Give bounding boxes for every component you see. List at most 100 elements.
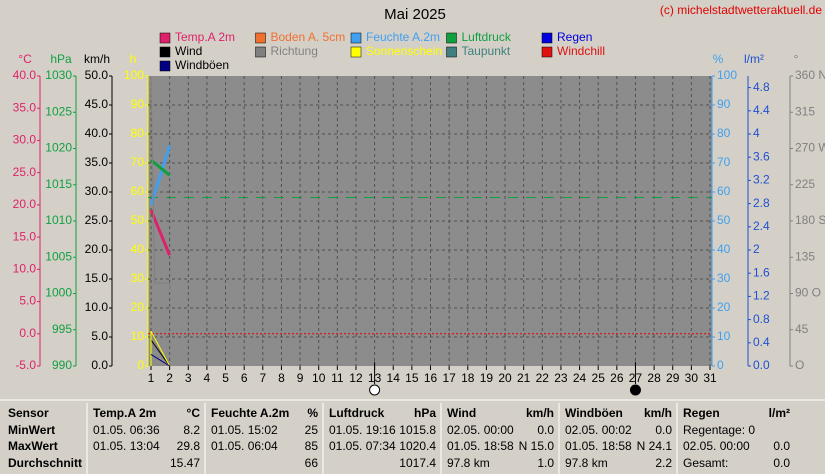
y-tick-label: 0: [717, 358, 724, 372]
section-title: Windböen: [565, 406, 623, 420]
x-tick-label: 19: [480, 371, 494, 385]
row-label: MinWert: [8, 423, 55, 437]
x-tick-label: 9: [297, 371, 304, 385]
moon: [629, 384, 641, 396]
x-tick-label: 18: [461, 371, 475, 385]
x-tick-label: 30: [685, 371, 699, 385]
y-tick-label: 40: [717, 242, 731, 256]
series-line: [150, 75, 171, 290]
x-tick-label: 20: [498, 371, 512, 385]
credit: (c) michelstadtwetteraktuell.de: [660, 3, 822, 17]
y-tick-label: 225: [795, 177, 815, 191]
y-tick-label: 0: [137, 358, 144, 372]
y-tick-label: -5.0: [15, 358, 36, 372]
y-tick-label: 45.0: [85, 97, 109, 111]
cell-value: 15.47: [170, 456, 200, 470]
legend-label: Taupunkt: [462, 44, 511, 58]
x-tick-label: 17: [442, 371, 456, 385]
y-tick-label: 10.0: [85, 300, 109, 314]
y-tick-label: 30.0: [85, 184, 109, 198]
y-tick-label: 50: [131, 213, 145, 227]
y-tick-label: 5.0: [19, 294, 36, 308]
moon: [369, 384, 381, 396]
section-unit: hPa: [414, 406, 436, 420]
axis-unit: %: [713, 52, 724, 66]
legend-label: Boden A. 5cm: [271, 30, 346, 44]
legend-label: Richtung: [271, 44, 318, 58]
cell-value: 1015.8: [399, 423, 436, 437]
series-line: [150, 339, 171, 367]
legend-label: Temp.A 2m: [175, 30, 235, 44]
y-tick-label: 40.0: [85, 126, 109, 140]
cell-value: 1020.4: [399, 439, 436, 453]
y-tick-label: 15.0: [85, 271, 109, 285]
section-title: Luftdruck: [329, 406, 385, 420]
x-tick-label: 6: [241, 371, 248, 385]
y-tick-label: 315: [795, 104, 815, 118]
section-unit: km/h: [526, 406, 554, 420]
cell-time: 01.05. 18:58: [565, 439, 632, 453]
cell-time: 01.05. 06:36: [93, 423, 160, 437]
axis-unit: l/m²: [744, 52, 764, 66]
y-tick-label: 0.0: [753, 358, 770, 372]
axis-unit: h: [130, 52, 137, 66]
x-tick-label: 5: [222, 371, 229, 385]
y-tick-label: 0.8: [753, 312, 770, 326]
axis-unit: km/h: [84, 52, 110, 66]
x-tick-label: 26: [610, 371, 624, 385]
y-tick-label: 30: [717, 271, 731, 285]
y-tick-label: 50.0: [85, 68, 109, 82]
x-tick-label: 24: [573, 371, 587, 385]
y-tick-label: 90: [131, 97, 145, 111]
legend-label: Regen: [557, 30, 592, 44]
y-tick-label: 35.0: [85, 155, 109, 169]
y-tick-label: 0.4: [753, 335, 770, 349]
legend-swatch: [350, 32, 362, 44]
x-tick-label: 8: [278, 371, 285, 385]
cell-time: 01.05. 13:04: [93, 439, 160, 453]
y-tick-label: 25.0: [13, 165, 37, 179]
y-tick-label: 270 W: [795, 141, 825, 155]
axis-unit: °C: [18, 52, 32, 66]
y-tick-label: 1005: [45, 249, 72, 263]
section-unit: l/m²: [769, 406, 790, 420]
x-tick-label: 14: [387, 371, 401, 385]
y-tick-label: 180 S: [795, 213, 825, 227]
cell-value: 0.0: [537, 423, 554, 437]
y-tick-label: 10: [717, 329, 731, 343]
y-tick-label: 20: [717, 300, 731, 314]
y-tick-label: 1030: [45, 68, 72, 82]
y-tick-label: 5.0: [91, 329, 108, 343]
y-tick-label: 990: [52, 358, 72, 372]
x-tick-label: 21: [517, 371, 531, 385]
series-line: [150, 158, 171, 177]
y-tick-label: 90: [717, 97, 731, 111]
y-tick-label: 360 N: [795, 68, 825, 82]
y-tick-label: 100: [717, 68, 737, 82]
x-tick-label: 4: [204, 371, 211, 385]
legend-label: Feuchte A.2m: [366, 30, 440, 44]
row-label: Sensor: [8, 406, 49, 420]
x-tick-label: 10: [312, 371, 326, 385]
y-tick-label: 90 O: [795, 286, 821, 300]
legend-label: Luftdruck: [462, 30, 512, 44]
y-tick-label: 2.4: [753, 219, 770, 233]
cell-value: 0.0: [655, 423, 672, 437]
x-tick-label: 23: [554, 371, 568, 385]
legend-swatch: [159, 32, 171, 44]
y-tick-label: 1.2: [753, 289, 770, 303]
cell-time: 97.8 km: [565, 456, 608, 470]
section-title: Feuchte A.2m: [211, 406, 289, 420]
y-tick-label: 3.2: [753, 173, 770, 187]
cell-value: 29.8: [177, 439, 201, 453]
y-tick-label: 45: [795, 322, 809, 336]
y-tick-label: 80: [717, 126, 731, 140]
cell-time: 01.05. 15:02: [211, 423, 278, 437]
legend-swatch: [159, 46, 171, 58]
cell-value: 85: [305, 439, 319, 453]
y-tick-label: 20.0: [13, 197, 37, 211]
y-tick-label: 80: [131, 126, 145, 140]
x-tick-label: 28: [647, 371, 661, 385]
x-tick-label: 1: [148, 371, 155, 385]
cell-value: N 24.1: [637, 439, 673, 453]
